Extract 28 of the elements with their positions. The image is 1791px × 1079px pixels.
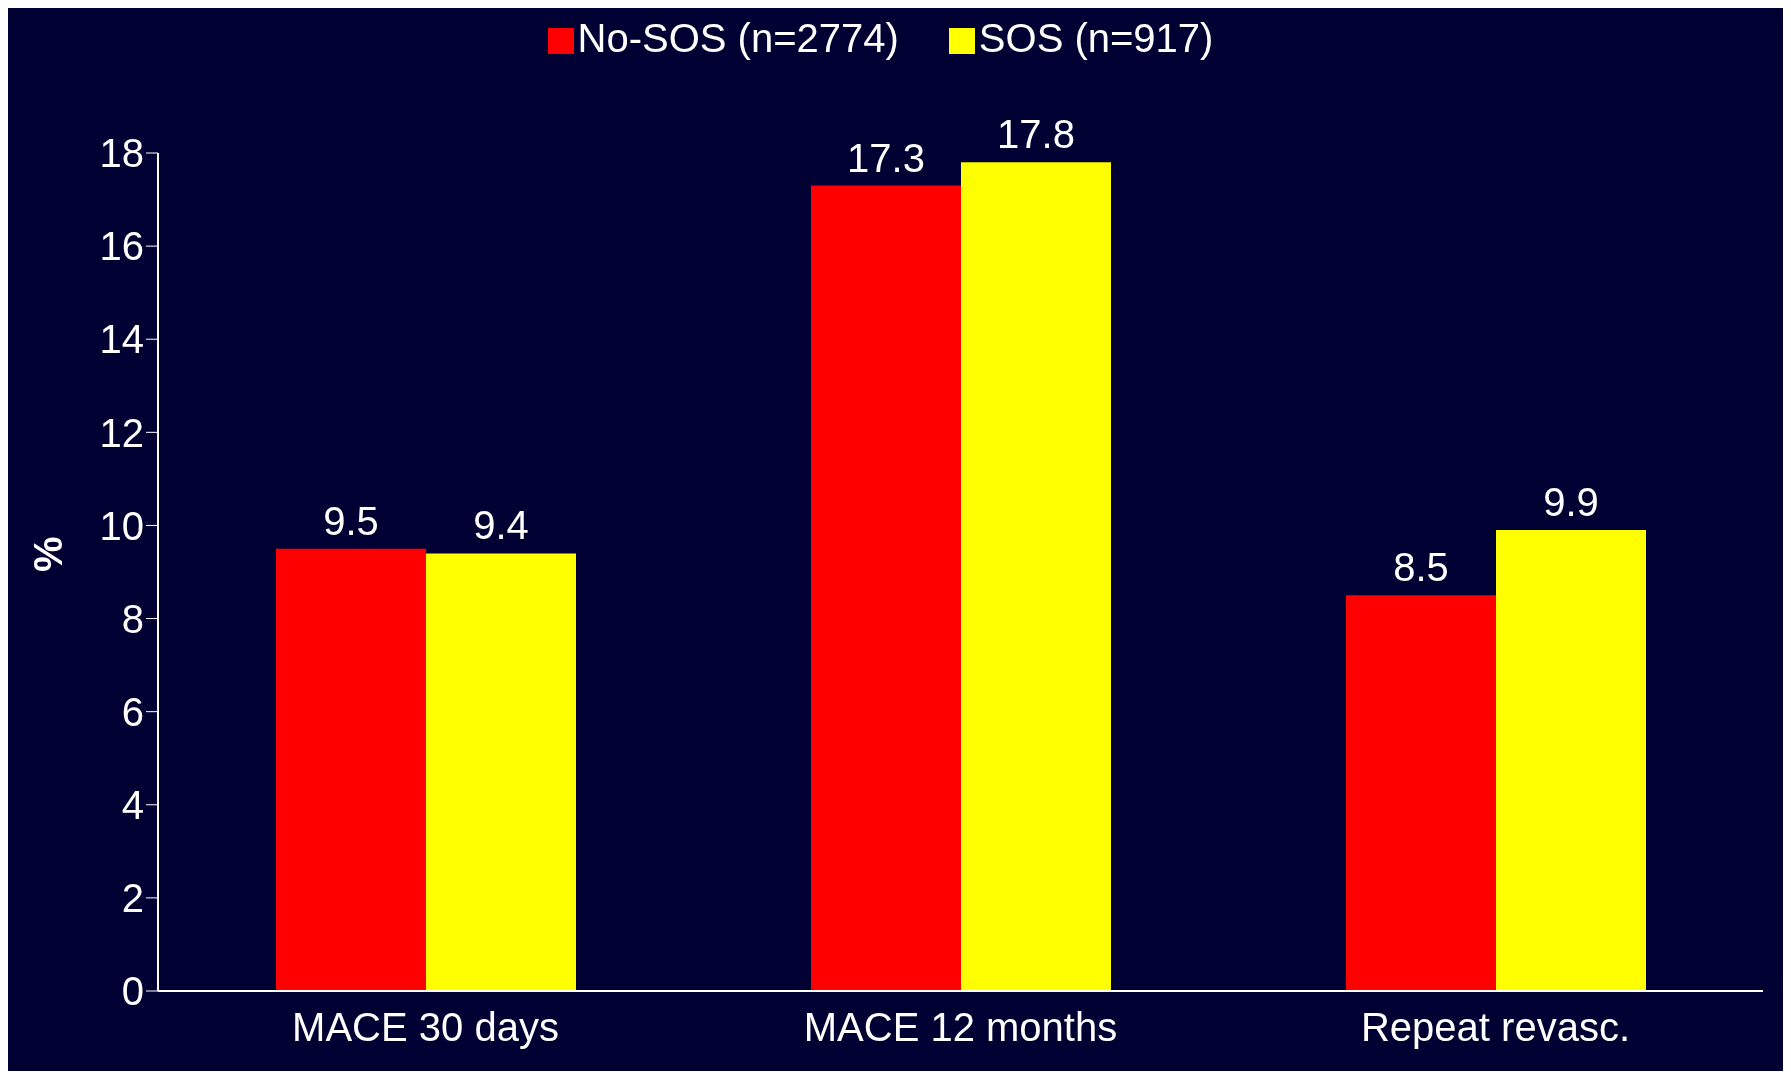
y-tick-label: 0 [121, 969, 144, 1014]
data-label: 17.3 [847, 135, 925, 180]
legend-label: No-SOS (n=2774) [577, 16, 899, 60]
y-tick-label: 18 [99, 131, 144, 176]
bar [426, 553, 576, 991]
bar [1496, 530, 1646, 991]
y-tick-label: 12 [99, 410, 144, 455]
bar [961, 162, 1111, 991]
data-label: 9.9 [1543, 480, 1599, 525]
legend-label: SOS (n=917) [978, 16, 1214, 60]
y-axis-title: % [26, 536, 71, 572]
y-tick-label: 2 [121, 876, 144, 921]
y-tick-label: 16 [99, 224, 144, 269]
y-tick-label: 4 [121, 782, 144, 827]
y-tick-label: 8 [121, 596, 144, 641]
data-label: 8.5 [1393, 545, 1449, 590]
x-tick-label: MACE 12 months [803, 1005, 1118, 1050]
data-label: 9.4 [473, 503, 529, 548]
bar [1346, 595, 1496, 991]
x-tick-label: MACE 30 days [292, 1005, 559, 1050]
data-label: 9.5 [323, 498, 379, 543]
bar [276, 548, 426, 991]
bar [811, 185, 961, 991]
data-label: 17.8 [997, 112, 1075, 157]
x-tick-label: Repeat revasc. [1360, 1005, 1631, 1050]
y-tick-label: 6 [121, 689, 144, 734]
y-tick-label: 14 [99, 317, 144, 362]
y-tick-label: 10 [99, 503, 144, 548]
